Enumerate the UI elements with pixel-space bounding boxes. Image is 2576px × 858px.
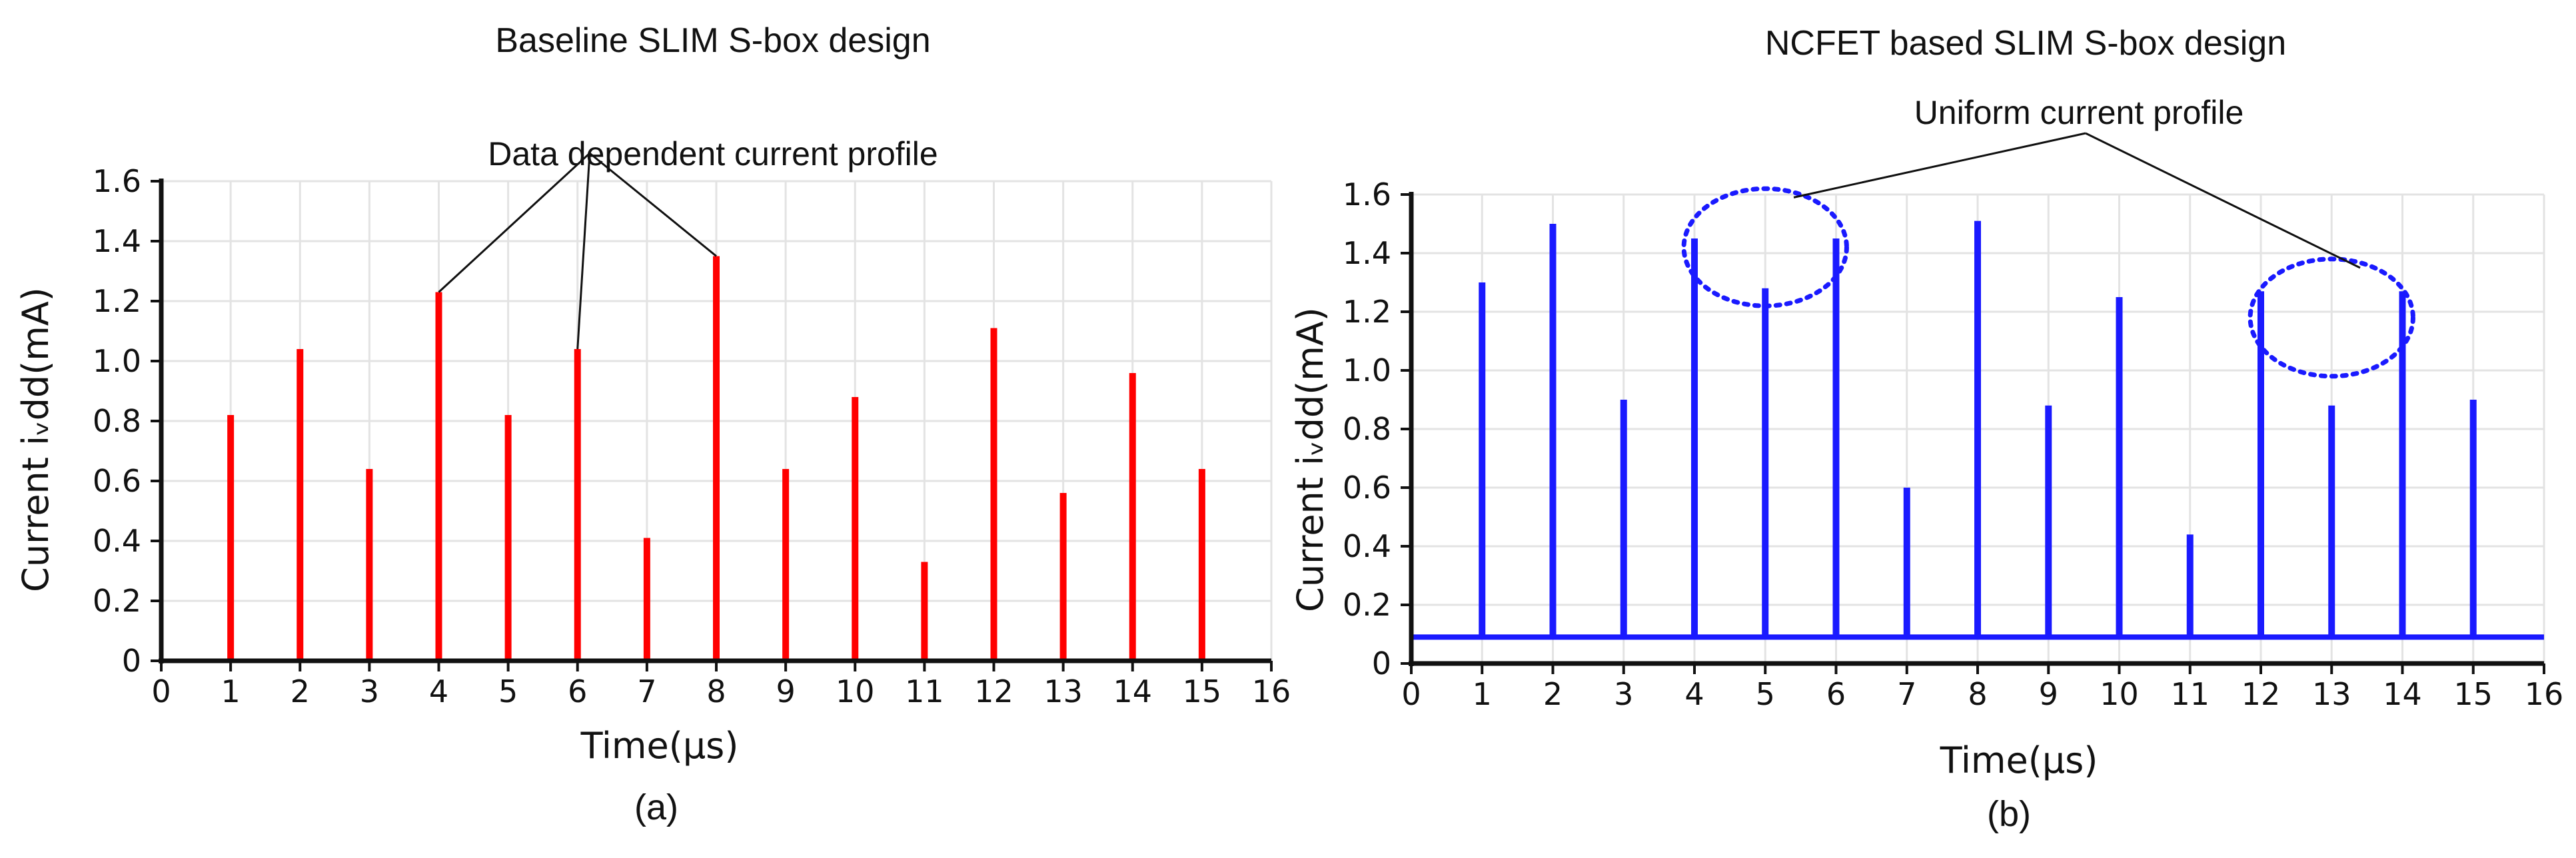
x-tick-label: 14 (1113, 673, 1152, 709)
y-tick-label: 1.6 (93, 163, 141, 199)
panel-a-annotation: Data dependent current profile (488, 135, 938, 173)
y-tick-label: 0.4 (1343, 528, 1391, 564)
y-tick-label: 1.0 (93, 343, 141, 379)
panel-b-x-axis-label: Time(μs) (1940, 739, 2098, 781)
x-tick-label: 16 (2525, 676, 2564, 712)
x-tick-label: 2 (1543, 676, 1563, 712)
panel-b-label: (b) (1987, 794, 2031, 834)
x-tick-label: 1 (1473, 676, 1492, 712)
x-tick-label: 11 (2170, 676, 2210, 712)
x-tick-label: 6 (1826, 676, 1846, 712)
y-tick-label: 0.4 (93, 523, 141, 559)
x-tick-label: 12 (2242, 676, 2281, 712)
x-tick-label: 5 (498, 673, 518, 709)
y-tick-label: 1.2 (1343, 294, 1391, 330)
x-tick-label: 2 (291, 673, 310, 709)
y-tick-label: 0.8 (1343, 411, 1391, 447)
y-tick-label: 0.6 (1343, 470, 1391, 506)
x-tick-label: 15 (2453, 676, 2493, 712)
x-tick-label: 3 (360, 673, 379, 709)
x-tick-label: 8 (706, 673, 726, 709)
x-tick-label: 3 (1614, 676, 1633, 712)
panel-a-label: (a) (634, 787, 678, 827)
annotation-pointer (438, 152, 591, 293)
y-tick-label: 1.6 (1343, 177, 1391, 213)
annotation-pointer (2085, 132, 2361, 269)
y-tick-label: 0 (122, 643, 141, 679)
y-tick-label: 0.2 (1343, 587, 1391, 623)
x-tick-label: 4 (1684, 676, 1704, 712)
x-tick-label: 11 (905, 673, 944, 709)
x-tick-label: 13 (2312, 676, 2351, 712)
x-tick-label: 4 (429, 673, 448, 709)
x-tick-label: 0 (151, 673, 171, 709)
x-tick-label: 7 (1897, 676, 1916, 712)
x-tick-label: 13 (1043, 673, 1083, 709)
panel-a-y-tick-labels: 0 0.2 0.4 0.6 0.8 1.0 1.2 1.4 1.6 (93, 163, 141, 679)
x-tick-label: 14 (2383, 676, 2422, 712)
x-tick-label: 1 (221, 673, 240, 709)
highlight-ellipse (1681, 186, 1849, 308)
annotation-pointer (576, 153, 591, 350)
panel-b-title: NCFET based SLIM S-box design (1765, 24, 2286, 63)
panel-a-x-tick-labels: 0 1 2 3 4 5 6 7 8 9 10 11 12 13 14 15 16 (151, 673, 1291, 709)
y-tick-label: 0.2 (93, 583, 141, 619)
y-tick-label: 1.4 (1343, 235, 1391, 271)
panel-a-chart: Baseline SLIM S-box design 0 1 2 3 4 5 6 7 8 9 10 1… (15, 21, 1291, 827)
x-tick-label: 9 (776, 673, 795, 709)
highlight-ellipse (2248, 256, 2415, 379)
x-tick-label: 9 (2039, 676, 2058, 712)
y-tick-label: 0.6 (93, 463, 141, 499)
panel-b-annotation: Uniform current profile (1914, 94, 2244, 131)
x-tick-label: 16 (1252, 673, 1291, 709)
x-tick-label: 10 (2100, 676, 2139, 712)
panel-a-y-axis-label: Current iᵥdd(mA) (15, 287, 57, 592)
y-tick-label: 0 (1372, 645, 1391, 681)
x-tick-label: 0 (1401, 676, 1421, 712)
x-tick-label: 5 (1756, 676, 1775, 712)
y-tick-label: 0.8 (93, 403, 141, 439)
x-tick-label: 8 (1968, 676, 1987, 712)
y-tick-label: 1.2 (93, 283, 141, 319)
x-tick-label: 6 (568, 673, 587, 709)
y-tick-label: 1.0 (1343, 352, 1391, 388)
panel-a-axes (151, 179, 1273, 671)
panel-b-series (1413, 220, 2544, 640)
annotation-pointer (1793, 132, 2086, 199)
panel-b-axes (1401, 192, 2545, 674)
panel-b-y-tick-labels: 0 0.2 0.4 0.6 0.8 1.0 1.2 1.4 1.6 (1343, 177, 1391, 681)
panel-a-title: Baseline SLIM S-box design (495, 21, 930, 60)
panel-b-annotation-lines (1681, 132, 2415, 379)
panel-a-annotation-lines (438, 152, 717, 350)
panel-b-y-axis-label: Current iᵥdd(mA) (1289, 307, 1331, 612)
panel-a-x-axis-label: Time(μs) (580, 725, 739, 767)
y-tick-label: 1.4 (93, 223, 141, 259)
x-tick-label: 10 (836, 673, 875, 709)
x-tick-label: 7 (637, 673, 656, 709)
annotation-pointer (589, 152, 717, 257)
panel-b-x-tick-labels: 0 1 2 3 4 5 6 7 8 9 10 11 12 13 14 15 16 (1401, 676, 2563, 712)
x-tick-label: 15 (1183, 673, 1222, 709)
x-tick-label: 12 (974, 673, 1013, 709)
